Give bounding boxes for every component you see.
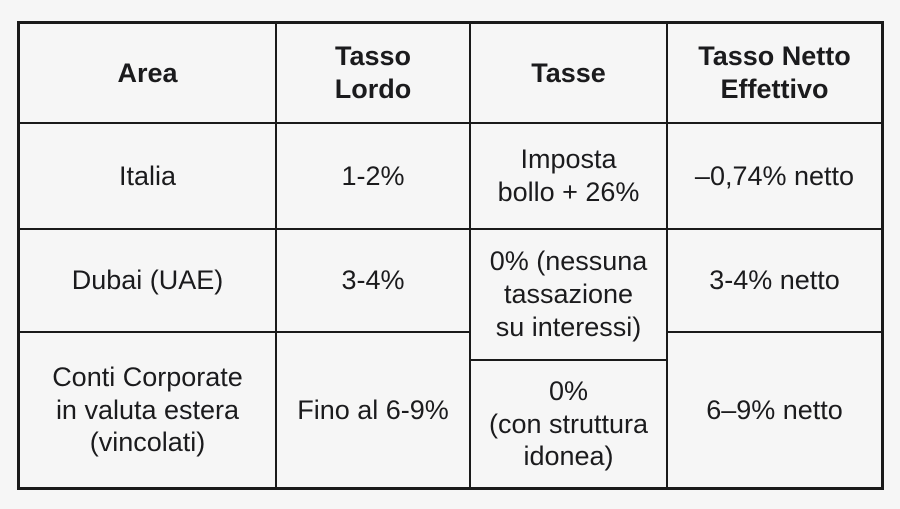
cell-tasse-row2: 0% (nessuna tassazione su interessi): [471, 230, 666, 361]
cell-tasso-netto-row1: –0,74% netto: [668, 124, 881, 230]
column-header-area: Area: [20, 24, 275, 124]
column-header-tasse: Tasse: [471, 24, 666, 124]
cell-area-row1: Italia: [20, 124, 275, 230]
cell-tasso-lordo-row2: 3-4%: [277, 230, 469, 333]
column-tasse: Tasse Imposta bollo + 26% 0% (nessuna ta…: [469, 24, 666, 487]
column-area: Area Italia Dubai (UAE) Conti Corporate …: [20, 24, 275, 487]
cell-area-row3: Conti Corporate in valuta estera (vincol…: [52, 361, 243, 458]
column-tasso-lordo: Tasso Lordo 1-2% 3-4% Fino al 6-9%: [275, 24, 469, 487]
cell-area-row2: Dubai (UAE): [20, 230, 275, 333]
cell-tasso-lordo-row3: Fino al 6-9%: [297, 394, 449, 425]
column-header-tasso-lordo: Tasso Lordo: [277, 24, 469, 124]
column-tasso-netto: Tasso Netto Effettivo –0,74% netto 3-4% …: [666, 24, 881, 487]
cell-tasso-lordo-row1: 1-2%: [277, 124, 469, 230]
cell-tasse-row1: Imposta bollo + 26%: [471, 124, 666, 230]
cell-tasso-netto-row3: 6–9% netto: [706, 394, 843, 425]
column-header-tasso-netto: Tasso Netto Effettivo: [668, 24, 881, 124]
cell-tasse-row3: 0% (con struttura idonea): [488, 375, 649, 472]
comparison-table: Area Italia Dubai (UAE) Conti Corporate …: [17, 21, 884, 490]
cell-tasso-netto-row2: 3-4% netto: [668, 230, 881, 333]
